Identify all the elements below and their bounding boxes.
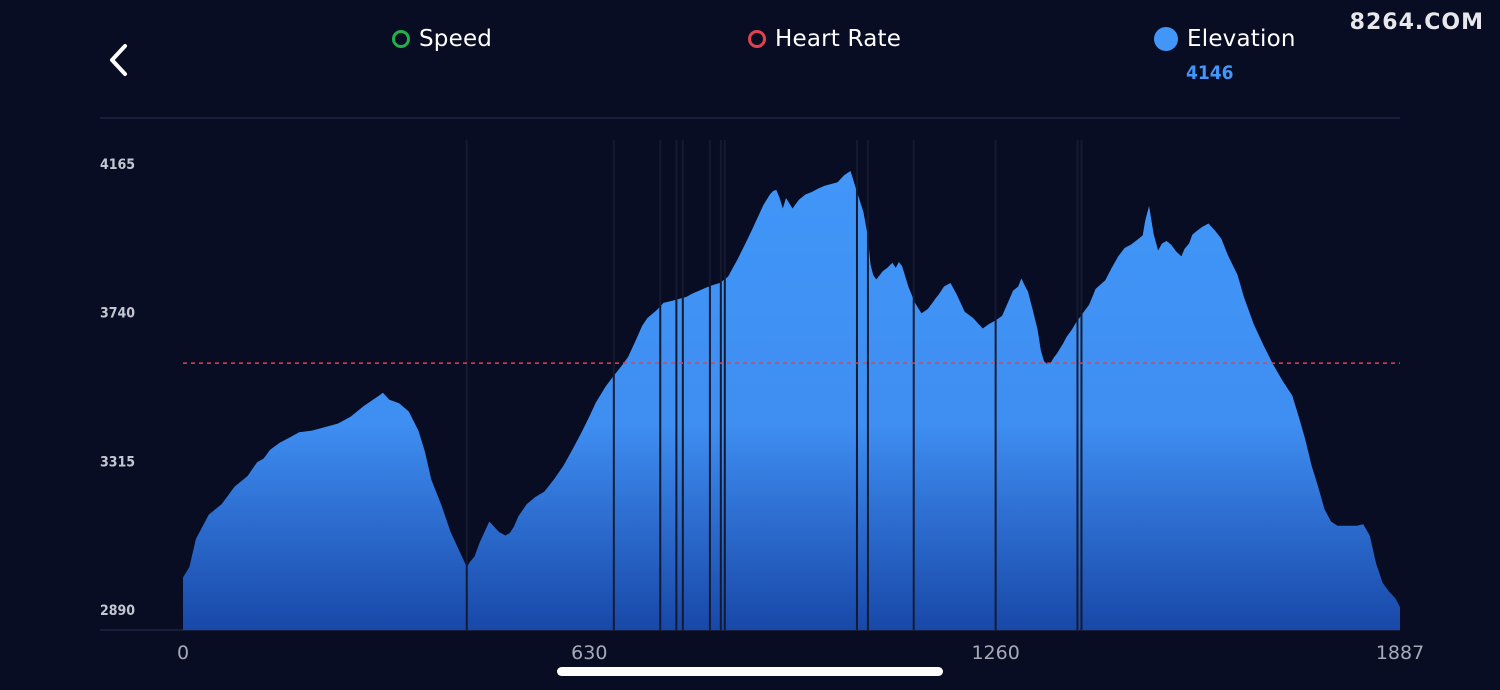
legend-speed[interactable]: Speed	[392, 26, 492, 52]
elevation-area	[183, 171, 1400, 630]
speed-ring-icon	[392, 30, 410, 48]
y-tick-label-1: 3740	[100, 306, 135, 322]
x-tick-label-1: 630	[571, 642, 607, 664]
x-tick-label-0: 0	[177, 642, 189, 664]
legend-heart-rate-label: Heart Rate	[775, 26, 902, 52]
marker-cuts	[465, 140, 1083, 630]
y-tick-label-2: 3315	[100, 454, 135, 470]
legend-elevation-label: Elevation	[1187, 26, 1296, 52]
back-button[interactable]	[96, 36, 144, 84]
elevation-readout: 4146	[1186, 62, 1234, 84]
chevron-left-icon	[110, 44, 127, 76]
watermark: 8264.COM	[1349, 10, 1484, 35]
x-tick-label-2: 1260	[971, 642, 1019, 664]
x-axis-ticks: 0 630 1260 1887	[177, 642, 1424, 664]
legend-elevation[interactable]: Elevation	[1154, 26, 1296, 52]
legend-heart-rate[interactable]: Heart Rate	[748, 26, 901, 52]
y-axis-ticks: 4165 3740 3315 2890	[100, 157, 135, 619]
x-tick-label-3: 1887	[1376, 642, 1424, 664]
elevation-dot-icon	[1154, 27, 1178, 51]
y-tick-label-0: 4165	[100, 157, 135, 173]
home-indicator[interactable]	[557, 667, 943, 676]
y-tick-label-3: 2890	[100, 603, 135, 619]
heart-rate-ring-icon	[748, 30, 766, 48]
legend-speed-label: Speed	[419, 26, 493, 52]
